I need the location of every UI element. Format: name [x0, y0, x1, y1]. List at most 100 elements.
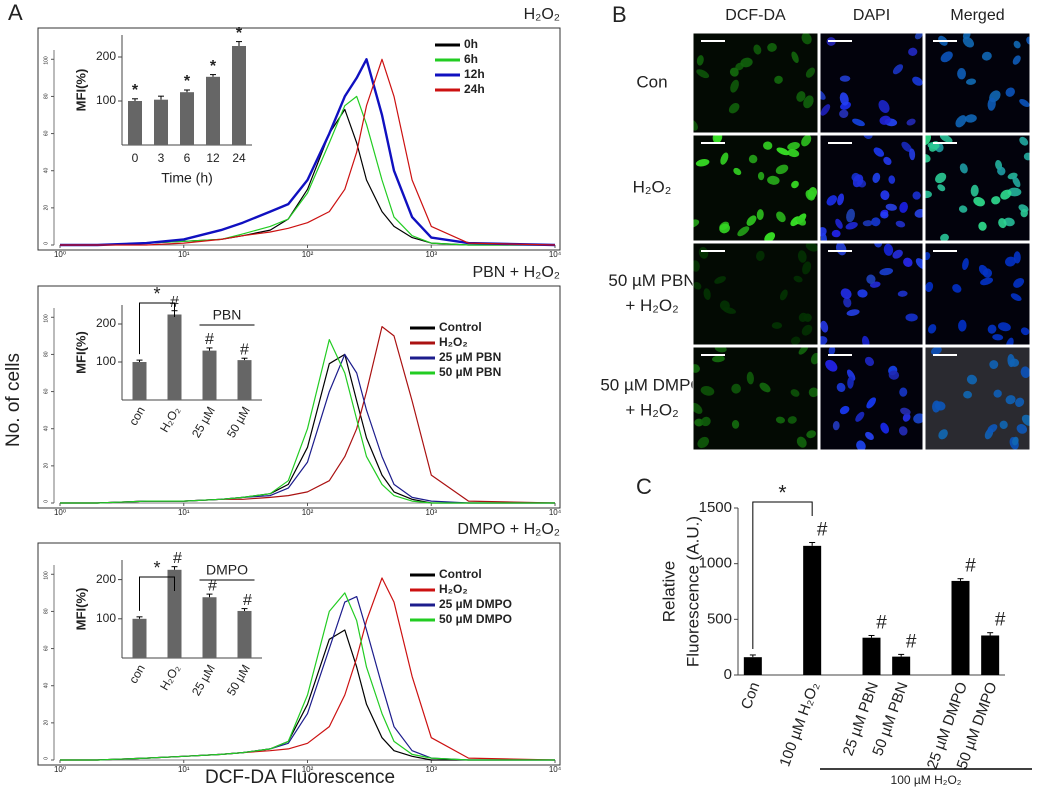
cell — [901, 141, 912, 152]
chart-title: DMPO + H₂O₂ — [457, 521, 560, 538]
row-label: 50 µM DMPO — [600, 375, 703, 394]
significance-marker: * — [236, 25, 243, 42]
cell — [1016, 424, 1028, 434]
legend-label: Control — [439, 567, 482, 581]
significance-marker: # — [906, 631, 917, 652]
x-tick-label: 10¹ — [178, 508, 190, 517]
cell — [839, 75, 851, 82]
cell — [847, 376, 854, 389]
cell — [978, 221, 987, 231]
significance-marker: # — [876, 612, 887, 633]
cell — [880, 422, 890, 434]
cell — [880, 211, 889, 219]
cell — [1020, 366, 1030, 379]
cell — [1020, 208, 1028, 218]
cell — [832, 421, 840, 431]
cell — [776, 147, 790, 156]
cell — [940, 233, 949, 241]
cell — [729, 67, 739, 77]
column-header: Merged — [950, 7, 1004, 24]
cell — [797, 250, 807, 263]
cell — [820, 227, 827, 237]
bar — [862, 637, 881, 675]
cell — [906, 118, 916, 126]
cell — [873, 147, 885, 157]
micrograph-border — [692, 242, 819, 346]
cell — [955, 115, 967, 128]
x-tick-label: 6 — [184, 151, 191, 165]
histogram-line — [60, 95, 555, 246]
y-tick-label: 80 — [43, 351, 49, 357]
cell — [1009, 358, 1020, 367]
cell — [962, 36, 975, 48]
cell — [958, 319, 967, 332]
cell — [840, 288, 852, 299]
panel-label: B — [612, 2, 627, 27]
row-label: H₂O₂ — [633, 177, 672, 196]
cell — [764, 232, 776, 241]
y-axis-label: MFI(%) — [73, 69, 88, 112]
cell — [837, 193, 845, 206]
y-tick-label: 100 — [96, 93, 116, 107]
cell — [801, 135, 812, 147]
y-tick-label: 100 — [96, 611, 116, 625]
cell — [756, 209, 764, 221]
cell — [938, 429, 948, 440]
y-tick-label: 20 — [43, 205, 49, 211]
x-axis-label: DCF-DA Fluorescence — [205, 767, 395, 788]
bar — [202, 597, 217, 658]
cell — [793, 275, 803, 283]
bar — [237, 360, 252, 400]
legend-label: H₂O₂ — [439, 582, 468, 596]
cell — [774, 75, 783, 84]
group-label: PBN — [213, 307, 242, 323]
cell — [997, 322, 1011, 332]
y-tick-label: 0 — [724, 666, 732, 683]
legend-label: 12h — [464, 67, 485, 81]
x-tick-label: 10⁴ — [549, 765, 562, 774]
cell — [991, 196, 1001, 205]
micrograph-border — [692, 32, 819, 134]
y-tick-label: 1500 — [699, 499, 732, 516]
y-tick-label: 100 — [43, 56, 49, 65]
legend-label: 24h — [464, 82, 485, 96]
y-axis-label: MFI(%) — [73, 588, 88, 631]
micrograph — [693, 347, 818, 450]
cell — [989, 360, 999, 369]
x-tick-label: 0 — [132, 151, 139, 165]
cell — [763, 141, 773, 150]
micrograph — [820, 33, 923, 133]
micrograph — [925, 347, 1030, 450]
cell — [937, 184, 946, 192]
cell — [987, 424, 998, 434]
legend-label: 25 µM DMPO — [439, 597, 512, 611]
cell — [940, 51, 953, 63]
legend-label: 25 µM PBN — [439, 350, 501, 364]
significance-marker: # — [995, 610, 1006, 631]
cell — [693, 364, 700, 373]
cell — [999, 420, 1008, 430]
bar — [206, 76, 220, 145]
cell — [733, 167, 742, 176]
cell — [787, 149, 800, 158]
cell — [1010, 293, 1022, 302]
x-tick-label: 24 — [232, 151, 246, 165]
bracket-label: * — [153, 284, 160, 304]
x-tick-label: 3 — [158, 151, 165, 165]
cell — [959, 163, 968, 174]
cell — [737, 226, 750, 237]
legend-label: 50 µM PBN — [439, 365, 501, 379]
significance-marker: # — [208, 577, 217, 594]
cell — [820, 336, 828, 345]
cell — [753, 44, 762, 55]
micrograph — [925, 243, 1030, 345]
cell — [964, 114, 977, 123]
cell — [898, 426, 908, 436]
cell — [730, 79, 739, 93]
cell — [952, 284, 962, 293]
cell — [973, 196, 985, 207]
cell — [981, 51, 992, 61]
y-tick-label: 60 — [43, 388, 49, 394]
micrograph — [693, 243, 818, 345]
cell — [1026, 36, 1030, 45]
